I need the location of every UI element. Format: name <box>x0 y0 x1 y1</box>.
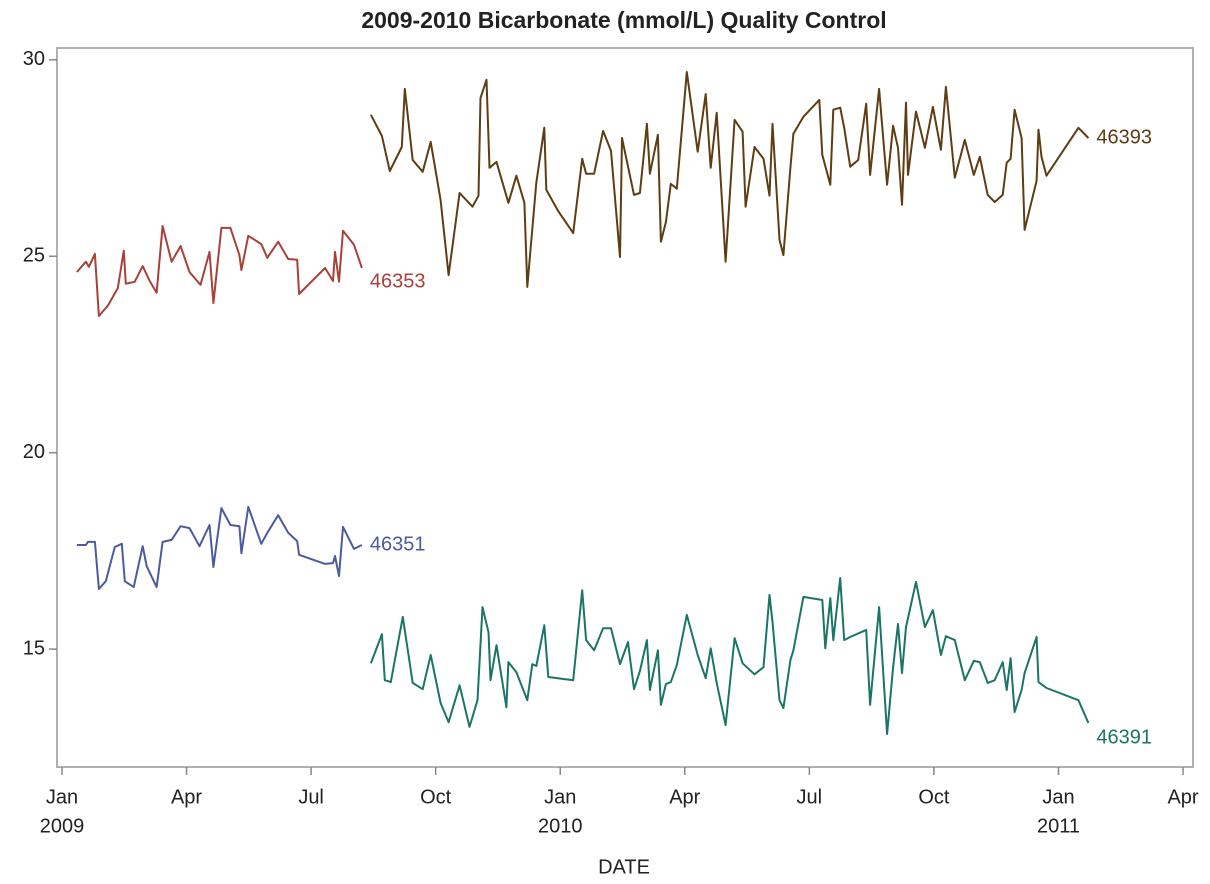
x-tick-label: Jan <box>544 786 576 808</box>
y-tick-label: 15 <box>23 637 45 659</box>
y-tick-label: 25 <box>23 245 45 267</box>
y-tick-label: 30 <box>23 48 45 70</box>
x-tick-label: Oct <box>420 786 452 808</box>
series-line <box>369 577 1090 735</box>
y-tick-label: 20 <box>23 441 45 463</box>
plot-frame <box>56 47 1194 768</box>
x-tick-label: Apr <box>171 786 202 808</box>
series-label: 46353 <box>370 270 426 292</box>
x-year-label: 2009 <box>40 815 85 837</box>
series-label: 46393 <box>1096 126 1152 148</box>
chart-title: 2009-2010 Bicarbonate (mmol/L) Quality C… <box>361 7 886 33</box>
x-tick-label: Apr <box>1167 786 1198 808</box>
x-tick-label: Jan <box>1042 786 1074 808</box>
x-tick-label: Jan <box>46 786 78 808</box>
x-tick-label: Jul <box>797 786 823 808</box>
x-year-label: 2010 <box>538 815 583 837</box>
x-tick-label: Jul <box>298 786 324 808</box>
x-tick-label: Apr <box>669 786 700 808</box>
series-line <box>370 71 1090 288</box>
series-line <box>76 505 363 590</box>
x-year-label: 2011 <box>1037 815 1080 837</box>
x-tick-label: Oct <box>918 786 950 808</box>
series-line <box>76 225 363 317</box>
series-label: 46351 <box>370 533 426 555</box>
x-axis-title: DATE <box>598 856 650 878</box>
series-label: 46391 <box>1096 726 1152 748</box>
